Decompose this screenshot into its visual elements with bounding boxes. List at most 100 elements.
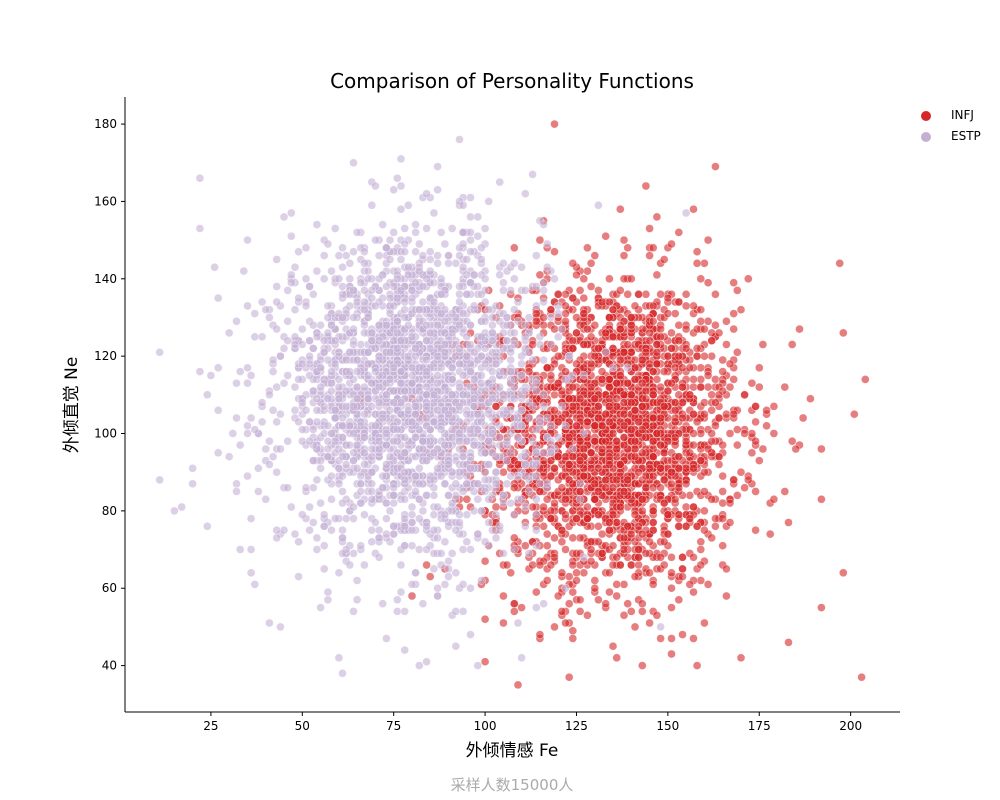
data-point-estp [495, 440, 504, 450]
data-point-estp [287, 208, 296, 218]
data-point-infj [659, 498, 669, 508]
data-point-estp [422, 456, 431, 465]
data-point-infj [546, 471, 556, 481]
data-point-infj [692, 661, 702, 670]
data-point-infj [564, 460, 574, 469]
data-point-infj [572, 576, 581, 585]
data-point-infj [542, 363, 552, 373]
data-point-infj [755, 382, 764, 392]
data-point-estp [579, 429, 589, 438]
data-point-infj [425, 572, 435, 581]
data-point-estp [323, 394, 333, 403]
data-point-estp [407, 286, 417, 295]
data-point-estp [513, 471, 523, 481]
data-point-estp [447, 425, 457, 434]
data-point-estp [539, 278, 548, 287]
data-point-estp [521, 332, 530, 342]
data-point-estp [458, 580, 468, 589]
data-point-infj [648, 301, 658, 311]
data-point-estp [213, 363, 223, 373]
data-point-infj [553, 452, 563, 461]
data-point-infj [594, 402, 603, 411]
data-point-estp [608, 363, 618, 373]
data-point-estp [352, 367, 362, 376]
data-point-estp [338, 313, 347, 322]
data-point-infj [707, 390, 716, 400]
data-point-estp [349, 607, 358, 616]
data-point-infj [590, 421, 600, 431]
data-point-infj [638, 402, 647, 411]
data-point-estp [374, 382, 384, 392]
data-point-estp [488, 336, 497, 345]
data-point-estp [480, 467, 490, 477]
data-point-estp [488, 429, 497, 438]
data-point-infj [634, 522, 643, 531]
data-point-infj [659, 560, 669, 570]
data-point-infj [663, 510, 673, 519]
data-point-estp [243, 471, 252, 481]
data-point-estp [389, 436, 398, 446]
data-point-infj [762, 421, 771, 431]
data-point-infj [462, 495, 472, 504]
data-point-infj [674, 464, 684, 473]
data-point-estp [455, 251, 464, 260]
data-point-infj [667, 344, 676, 353]
data-point-infj [572, 514, 581, 523]
data-point-infj [648, 471, 658, 481]
data-point-infj [612, 518, 621, 527]
data-point-estp [305, 336, 314, 345]
data-point-estp [319, 541, 329, 550]
data-point-estp [436, 274, 446, 284]
data-point-estp [323, 355, 333, 365]
data-point-infj [594, 464, 603, 473]
data-point-estp [316, 363, 325, 373]
data-point-estp [246, 514, 256, 523]
data-point-estp [422, 274, 431, 284]
data-point-infj [659, 367, 669, 376]
data-point-infj [539, 522, 548, 531]
data-point-estp [601, 348, 610, 357]
data-point-estp [407, 525, 417, 535]
data-point-estp [440, 510, 450, 519]
data-point-estp [407, 518, 417, 527]
data-point-estp [338, 487, 347, 496]
data-point-estp [272, 525, 281, 535]
data-point-estp [360, 560, 369, 570]
data-point-infj [608, 344, 618, 353]
data-point-infj [605, 375, 614, 384]
data-point-estp [323, 444, 333, 454]
data-point-infj [575, 456, 585, 465]
data-point-infj [663, 386, 673, 396]
data-point-infj [546, 305, 556, 314]
data-point-estp [243, 421, 252, 431]
data-point-infj [700, 324, 709, 334]
data-point-estp [455, 297, 464, 307]
data-point-estp [466, 212, 475, 222]
data-point-infj [696, 363, 706, 373]
data-point-infj [542, 529, 552, 539]
data-point-infj [722, 340, 731, 349]
data-point-estp [330, 514, 340, 523]
data-point-estp [389, 228, 398, 237]
data-point-estp [422, 657, 431, 666]
data-point-infj [553, 290, 563, 299]
data-point-estp [396, 154, 406, 164]
data-point-estp [246, 371, 256, 380]
data-point-infj [590, 351, 600, 361]
data-point-infj [795, 324, 804, 334]
data-point-estp [466, 630, 475, 639]
data-point-estp [425, 328, 435, 338]
data-point-estp [338, 549, 347, 558]
data-point-infj [707, 429, 716, 438]
data-point-infj [557, 607, 567, 616]
data-point-estp [250, 580, 260, 589]
data-point-infj [707, 328, 716, 338]
data-point-infj [667, 378, 676, 388]
data-point-estp [480, 487, 490, 496]
data-point-estp [415, 479, 424, 489]
data-point-infj [550, 464, 559, 473]
data-point-infj [641, 348, 651, 357]
data-point-estp [323, 239, 333, 249]
data-point-estp [330, 359, 340, 369]
